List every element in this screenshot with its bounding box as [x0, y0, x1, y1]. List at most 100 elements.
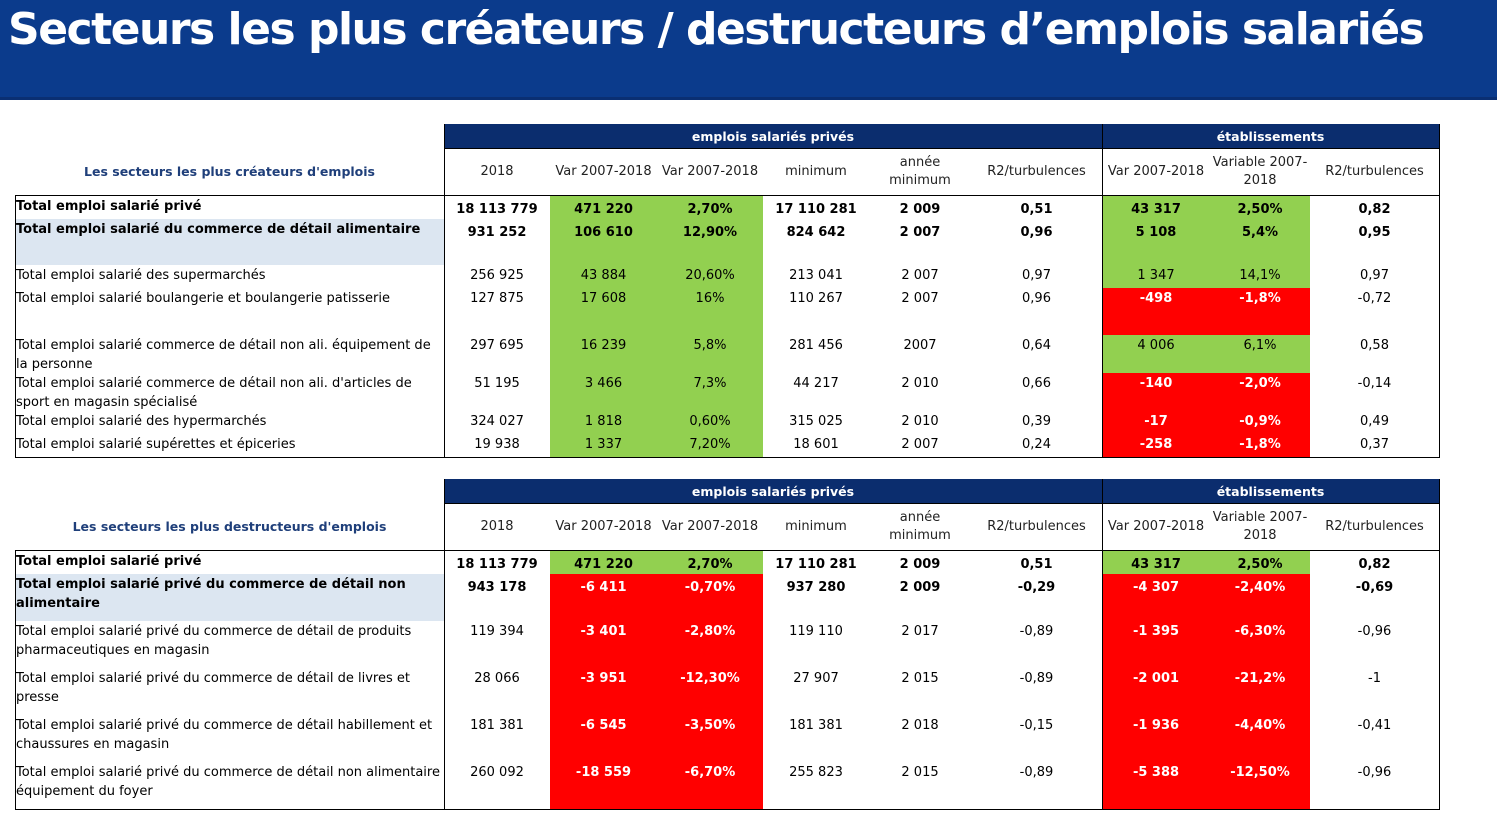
column-header: R2/turbulences	[1325, 518, 1424, 534]
table-cell: -0,15	[1019, 718, 1054, 733]
table-cell: -0,96	[1357, 624, 1392, 639]
column-header: R2/turbulences	[1325, 163, 1424, 179]
table-row: Total emploi salarié du commerce de déta…	[15, 219, 1439, 265]
row-highlight	[15, 574, 444, 621]
row-label: Total emploi salarié privé du commerce d…	[16, 624, 412, 658]
table-cell: 27 907	[793, 671, 839, 686]
table-cell: 1 818	[550, 411, 657, 434]
table-cell: 0,51	[1020, 557, 1053, 572]
table-cell: 0,64	[1022, 338, 1051, 353]
table-cell: 1 337	[550, 434, 657, 457]
table-cell: 44 217	[793, 376, 839, 391]
table-cell: 0,49	[1360, 414, 1389, 429]
table-cell: 119 394	[470, 624, 524, 639]
table-cell: 2 010	[901, 376, 939, 391]
table-cell: 19 938	[474, 437, 520, 452]
table-cell: 7,20%	[657, 434, 763, 457]
table-row: Total emploi salarié privé 18 113 779 471 …	[15, 196, 1439, 219]
row-label: Total emploi salarié des hypermarchés	[16, 414, 267, 429]
table-cell: 2,70%	[657, 551, 763, 574]
table-cell: -4 307	[1102, 574, 1210, 621]
table-cell: -258	[1102, 434, 1210, 457]
divider-right	[1439, 124, 1440, 458]
table-cell: 7,3%	[657, 373, 763, 411]
header-etablissements: établissements	[1102, 479, 1439, 503]
table-cell: 324 027	[470, 414, 524, 429]
table-cell: -3,50%	[657, 715, 763, 762]
table-cell: 2 007	[901, 437, 939, 452]
table-cell: 0,97	[1360, 268, 1389, 283]
table-cell: 471 220	[550, 196, 657, 219]
table-cell: 2,50%	[1210, 196, 1310, 219]
table-cell: 0,39	[1022, 414, 1051, 429]
table-cell: 937 280	[786, 580, 846, 595]
table-cell: 3 466	[550, 373, 657, 411]
table-cell: -6,70%	[657, 762, 763, 809]
table-cell: 0,96	[1022, 291, 1051, 306]
row-label: Total emploi salarié boulangerie et boul…	[16, 291, 390, 306]
table-cell: -4,40%	[1210, 715, 1310, 762]
table-cell: -18 559	[550, 762, 657, 809]
column-header: Variable 2007- 2018	[1212, 154, 1308, 188]
table-cell: -0,96	[1357, 765, 1392, 780]
title-band: Secteurs les plus créateurs / destructeu…	[0, 0, 1497, 100]
table-cell: -0,41	[1357, 718, 1392, 733]
table-cell: 0,60%	[657, 411, 763, 434]
table-cell: 1 347	[1102, 265, 1210, 288]
table-cell: -0,14	[1357, 376, 1392, 391]
table-cell: 16%	[657, 288, 763, 335]
column-header: R2/turbulences	[987, 163, 1086, 179]
column-header: Var 2007-2018	[1107, 518, 1205, 534]
table-cell: 471 220	[550, 551, 657, 574]
table-cell: 20,60%	[657, 265, 763, 288]
table-cell: -1 395	[1102, 621, 1210, 668]
table-cell: 119 110	[789, 624, 843, 639]
table-cell: 0,58	[1360, 338, 1389, 353]
table-cell: -3 951	[550, 668, 657, 715]
column-header: Var 2007-2018	[1107, 163, 1205, 179]
table-cell: 0,82	[1358, 202, 1391, 217]
table-cell: 2 009	[899, 557, 941, 572]
table-cell: -0,89	[1019, 765, 1054, 780]
table-cell: -5 388	[1102, 762, 1210, 809]
table-cell: 0,97	[1022, 268, 1051, 283]
table-cell: 824 642	[786, 225, 846, 240]
column-header: minimum	[785, 163, 847, 179]
table-cell: 0,37	[1360, 437, 1389, 452]
table-cell: 0,51	[1020, 202, 1053, 217]
table-cell: 14,1%	[1210, 265, 1310, 288]
row-label: Total emploi salarié privé du commerce d…	[16, 718, 433, 752]
table-cell: 18 113 779	[456, 202, 538, 217]
row-highlight	[15, 219, 444, 265]
table-cell: 2 015	[901, 671, 939, 686]
table-cell: 17 608	[550, 288, 657, 335]
table-row: Total emploi salarié privé du commerce d…	[15, 762, 1439, 809]
table-cell: 2 007	[901, 291, 939, 306]
table-cell: 43 317	[1102, 196, 1210, 219]
table-cell: -2 001	[1102, 668, 1210, 715]
table-cell: 18 601	[793, 437, 839, 452]
table-cell: 0,66	[1022, 376, 1051, 391]
divider-outer-left	[15, 195, 16, 458]
table-bottom-rule	[15, 809, 1439, 810]
column-header: Var 2007-2018	[555, 163, 652, 179]
table-cell: 28 066	[474, 671, 520, 686]
table-row: Total emploi salarié privé 18 113 779 471 …	[15, 551, 1439, 574]
table-cell: 2 007	[899, 225, 941, 240]
table-cell: 213 041	[789, 268, 843, 283]
table-cell: -21,2%	[1210, 668, 1310, 715]
table-cell: 2 007	[901, 268, 939, 283]
table-cell: -1 936	[1102, 715, 1210, 762]
divider-outer-left	[15, 550, 16, 810]
table-cell: 2007	[903, 338, 937, 353]
column-header: année minimum	[889, 154, 951, 188]
table-cell: -0,9%	[1210, 411, 1310, 434]
table-cell: 260 092	[470, 765, 524, 780]
header-bottom-rule	[15, 550, 1439, 551]
table-cell: 6,1%	[1210, 335, 1310, 373]
table-cell: -0,69	[1355, 580, 1394, 595]
table-cell: -2,80%	[657, 621, 763, 668]
column-header: Variable 2007- 2018	[1212, 509, 1308, 543]
column-header: 2018	[480, 518, 514, 534]
table-cell: 281 456	[789, 338, 843, 353]
